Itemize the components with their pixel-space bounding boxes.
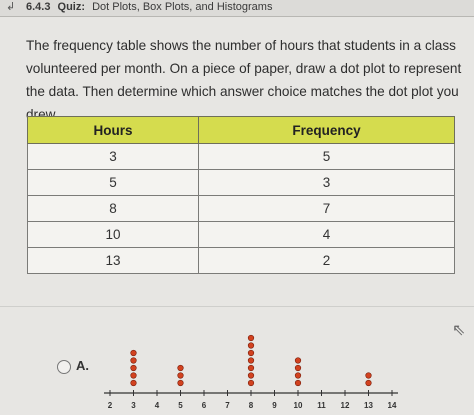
column-header-hours: Hours <box>27 116 199 144</box>
dot-point <box>247 372 255 379</box>
tick-label: 9 <box>272 401 277 410</box>
top-bar: ↲ 6.4.3 Quiz: Dot Plots, Box Plots, and … <box>0 0 474 17</box>
breadcrumb: 6.4.3 Quiz: Dot Plots, Box Plots, and Hi… <box>26 1 272 13</box>
back-arrow-icon[interactable]: ↲ <box>6 1 16 13</box>
item-type: Quiz: <box>57 1 86 13</box>
dot-point <box>177 379 184 387</box>
section-number: 6.4.3 <box>26 1 51 13</box>
dot-point <box>365 372 372 379</box>
dot-point <box>247 334 255 342</box>
table-row: 5 3 <box>27 169 455 196</box>
choice-a-label[interactable]: A. <box>76 358 89 373</box>
tick-label: 7 <box>225 401 230 410</box>
divider <box>0 306 474 307</box>
tick-label: 12 <box>341 401 350 410</box>
frequency-cell: 3 <box>198 169 455 196</box>
dot-point <box>294 372 302 379</box>
tick-label: 2 <box>108 401 113 410</box>
frequency-table: Hours Frequency 3 5 5 3 8 7 10 4 13 2 <box>27 116 455 274</box>
dot-point <box>130 357 137 364</box>
table-row: 8 7 <box>27 195 455 222</box>
column-header-frequency: Frequency <box>198 116 455 144</box>
dot-point <box>247 364 255 372</box>
frequency-cell: 5 <box>198 143 455 170</box>
tick-label: 10 <box>294 401 303 410</box>
tick-label: 3 <box>131 401 136 410</box>
tick-label: 5 <box>178 401 183 410</box>
frequency-cell: 2 <box>198 247 455 274</box>
frequency-cell: 4 <box>198 221 455 248</box>
tick-label: 8 <box>249 401 254 410</box>
frequency-cell: 7 <box>198 195 455 222</box>
table-header-row: Hours Frequency <box>27 116 455 144</box>
dot-point <box>177 372 184 379</box>
hours-cell: 8 <box>27 195 199 222</box>
dot-point <box>294 364 302 372</box>
mouse-cursor-icon: ⇖ <box>452 322 466 339</box>
hours-cell: 13 <box>27 247 199 274</box>
tick-label: 13 <box>364 401 373 410</box>
dot-point <box>130 349 137 357</box>
dot-point <box>247 342 255 349</box>
tick-label: 6 <box>202 401 207 410</box>
table-row: 3 5 <box>27 143 455 170</box>
tick-label: 11 <box>317 401 326 410</box>
dot-point <box>177 364 184 372</box>
dot-point <box>294 357 302 364</box>
dot-point <box>365 379 372 387</box>
dot-point <box>247 349 255 357</box>
dot-point <box>247 357 255 364</box>
hours-cell: 3 <box>27 143 199 170</box>
dot-point <box>130 372 137 379</box>
hours-cell: 5 <box>27 169 199 196</box>
dot-point <box>294 379 302 387</box>
dot-point <box>130 379 137 387</box>
hours-cell: 10 <box>27 221 199 248</box>
table-row: 13 2 <box>27 247 455 274</box>
dot-point <box>247 379 255 387</box>
page-title: Dot Plots, Box Plots, and Histograms <box>92 1 273 13</box>
table-row: 10 4 <box>27 221 455 248</box>
choice-a-radio[interactable] <box>57 360 71 374</box>
dot-point <box>130 364 137 372</box>
tick-label: 14 <box>388 401 397 410</box>
tick-label: 4 <box>155 401 160 410</box>
